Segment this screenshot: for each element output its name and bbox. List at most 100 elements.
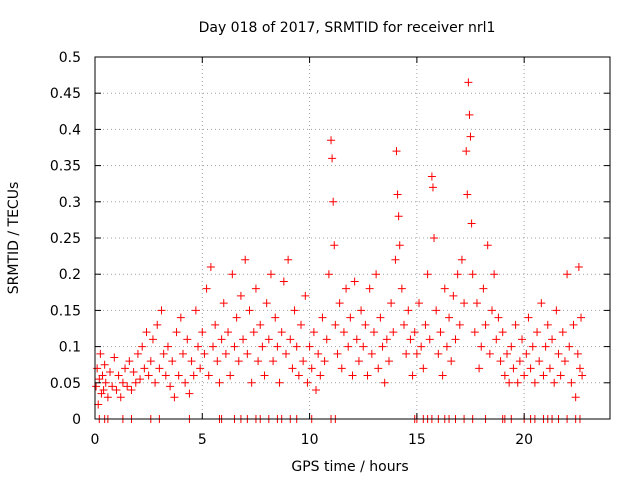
data-point <box>545 364 554 373</box>
data-point <box>548 335 557 344</box>
data-point <box>103 393 112 402</box>
data-point <box>189 371 198 380</box>
data-point <box>367 349 376 358</box>
data-point <box>537 299 546 308</box>
data-point <box>552 306 561 315</box>
data-point <box>251 284 260 293</box>
y-tick-label: 0.35 <box>50 159 81 175</box>
data-point <box>503 349 511 358</box>
data-point <box>524 313 533 322</box>
data-point <box>376 313 385 322</box>
data-point <box>462 147 471 156</box>
data-point <box>535 357 544 366</box>
data-point <box>288 364 297 373</box>
data-point <box>354 357 363 366</box>
data-point <box>133 349 142 358</box>
data-point <box>183 335 192 344</box>
data-point <box>442 342 451 351</box>
data-point <box>492 335 501 344</box>
data-point <box>558 328 567 337</box>
data-point <box>277 328 286 337</box>
data-points <box>92 78 587 423</box>
data-point <box>264 335 273 344</box>
data-point <box>226 371 235 380</box>
data-point <box>110 353 119 362</box>
data-point <box>522 349 531 358</box>
data-point <box>247 378 256 387</box>
data-point <box>290 306 299 315</box>
data-point <box>153 320 162 329</box>
data-point <box>125 357 134 366</box>
data-point <box>196 364 205 373</box>
data-point <box>112 386 121 395</box>
data-point <box>224 328 233 337</box>
data-point <box>168 357 177 366</box>
data-point <box>309 328 318 337</box>
data-point <box>241 255 250 264</box>
x-tick-label: 5 <box>198 432 207 448</box>
data-point <box>301 291 310 300</box>
data-point <box>541 342 550 351</box>
data-point <box>303 378 312 387</box>
data-point <box>209 342 218 351</box>
data-point <box>254 357 263 366</box>
data-point <box>515 357 524 366</box>
data-point <box>465 110 474 119</box>
data-point <box>170 393 179 402</box>
data-point <box>106 367 115 376</box>
data-point <box>577 313 586 322</box>
data-point <box>496 357 505 366</box>
data-point <box>157 306 166 315</box>
data-point <box>530 378 539 387</box>
data-point <box>428 183 437 192</box>
data-point <box>380 378 389 387</box>
data-point <box>299 357 308 366</box>
y-tick-label: 0.1 <box>59 340 81 356</box>
data-point <box>485 349 494 358</box>
data-point <box>483 241 492 250</box>
y-axis-label: SRMTID / TECUs <box>6 182 22 295</box>
data-point <box>455 320 464 329</box>
data-point <box>359 342 368 351</box>
data-point <box>374 364 383 373</box>
data-point <box>449 291 458 300</box>
data-point <box>327 136 336 145</box>
data-point <box>361 320 370 329</box>
data-point <box>144 371 153 380</box>
data-point <box>174 371 183 380</box>
y-tick-label: 0.5 <box>59 50 81 66</box>
data-point <box>363 371 372 380</box>
data-point <box>513 378 522 387</box>
data-point <box>329 197 338 206</box>
data-point <box>533 328 542 337</box>
y-tick-label: 0.4 <box>59 122 81 138</box>
data-point <box>415 299 424 308</box>
data-point <box>333 349 342 358</box>
data-point <box>498 328 507 337</box>
data-point <box>372 270 381 279</box>
data-point <box>490 270 499 279</box>
data-point <box>543 320 552 329</box>
data-point <box>404 306 413 315</box>
data-point <box>468 270 477 279</box>
data-point <box>352 335 361 344</box>
data-point <box>440 284 449 293</box>
data-point <box>211 320 220 329</box>
data-point <box>92 382 101 391</box>
data-point <box>556 371 565 380</box>
data-point <box>436 328 445 337</box>
data-point <box>342 284 351 293</box>
data-point <box>348 371 357 380</box>
data-point <box>560 357 569 366</box>
data-point <box>339 328 348 337</box>
y-tick-label: 0.15 <box>50 303 81 319</box>
data-point <box>163 342 172 351</box>
data-point <box>305 342 314 351</box>
data-point <box>389 328 398 337</box>
data-point <box>520 371 529 380</box>
data-point <box>232 313 241 322</box>
data-point <box>215 378 224 387</box>
data-point <box>297 320 305 329</box>
data-point <box>394 212 403 221</box>
data-point <box>425 335 434 344</box>
